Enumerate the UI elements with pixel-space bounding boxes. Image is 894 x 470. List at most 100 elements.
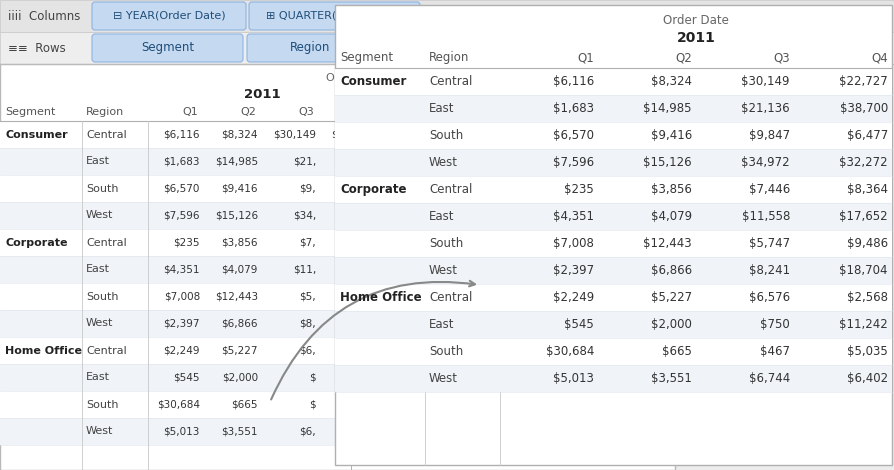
Text: South: South xyxy=(429,129,463,142)
Text: $4,351: $4,351 xyxy=(164,265,200,274)
Text: $2,397: $2,397 xyxy=(164,319,200,329)
FancyBboxPatch shape xyxy=(0,418,675,445)
Text: $18,704: $18,704 xyxy=(839,264,888,277)
Text: Corporate: Corporate xyxy=(340,183,407,196)
Text: $17,652: $17,652 xyxy=(839,210,888,223)
Text: Home Office: Home Office xyxy=(340,291,422,304)
FancyBboxPatch shape xyxy=(335,338,892,365)
Text: East: East xyxy=(429,210,454,223)
Text: $14,985: $14,985 xyxy=(644,102,692,115)
Text: West: West xyxy=(86,426,114,437)
FancyBboxPatch shape xyxy=(249,2,420,30)
Text: South: South xyxy=(429,237,463,250)
FancyBboxPatch shape xyxy=(335,149,892,176)
Text: $9,416: $9,416 xyxy=(651,129,692,142)
Text: $21,: $21, xyxy=(292,157,316,166)
Text: Q4: Q4 xyxy=(872,52,888,64)
Text: 2012: 2012 xyxy=(482,87,519,101)
Text: $6,: $6, xyxy=(299,345,316,355)
Text: Region: Region xyxy=(290,41,330,55)
Text: Order Date: Order Date xyxy=(663,14,729,26)
Text: ≡≡  Rows: ≡≡ Rows xyxy=(8,41,66,55)
Text: $11,: $11, xyxy=(292,265,316,274)
Text: $2,000: $2,000 xyxy=(222,373,258,383)
Text: $5,: $5, xyxy=(299,291,316,301)
Text: $235: $235 xyxy=(564,183,594,196)
Text: $: $ xyxy=(309,373,316,383)
FancyBboxPatch shape xyxy=(0,283,675,310)
Text: $30,684: $30,684 xyxy=(545,345,594,358)
Text: $6,866: $6,866 xyxy=(222,319,258,329)
Text: Segment: Segment xyxy=(5,107,55,117)
Text: $665: $665 xyxy=(232,400,258,409)
Text: $545: $545 xyxy=(173,373,200,383)
Text: Q3: Q3 xyxy=(299,107,314,117)
Text: $2,568: $2,568 xyxy=(847,291,888,304)
Text: Q1: Q1 xyxy=(182,107,198,117)
Text: $1,683: $1,683 xyxy=(553,102,594,115)
Text: 2011: 2011 xyxy=(244,87,281,101)
Text: Home Office: Home Office xyxy=(5,345,82,355)
Text: $30,684: $30,684 xyxy=(157,400,200,409)
Text: West: West xyxy=(429,372,458,385)
FancyBboxPatch shape xyxy=(0,64,675,470)
Text: $14,619: $14,619 xyxy=(575,130,618,140)
FancyBboxPatch shape xyxy=(0,364,675,391)
Text: $3,856: $3,856 xyxy=(651,183,692,196)
Text: $2,249: $2,249 xyxy=(164,345,200,355)
FancyBboxPatch shape xyxy=(335,68,892,95)
Text: ⊟ YEAR(Order Date): ⊟ YEAR(Order Date) xyxy=(113,11,225,21)
Text: West: West xyxy=(429,264,458,277)
Text: $14,985: $14,985 xyxy=(215,157,258,166)
Text: $3,551: $3,551 xyxy=(651,372,692,385)
FancyBboxPatch shape xyxy=(335,284,892,311)
Text: $5,747: $5,747 xyxy=(749,237,790,250)
Text: $4,079: $4,079 xyxy=(222,265,258,274)
Text: $5,013: $5,013 xyxy=(553,372,594,385)
Text: $6,402: $6,402 xyxy=(847,372,888,385)
Text: Q2: Q2 xyxy=(240,107,256,117)
Text: $12,443: $12,443 xyxy=(644,237,692,250)
Text: $6,744: $6,744 xyxy=(749,372,790,385)
Text: $6,866: $6,866 xyxy=(651,264,692,277)
Text: $665: $665 xyxy=(662,345,692,358)
Text: $7,008: $7,008 xyxy=(553,237,594,250)
Text: Central: Central xyxy=(86,345,127,355)
Text: $7,: $7, xyxy=(299,237,316,248)
Text: $6,116: $6,116 xyxy=(552,75,594,88)
Text: Segment: Segment xyxy=(141,41,194,55)
Text: $5,035: $5,035 xyxy=(848,345,888,358)
Text: 2011: 2011 xyxy=(677,31,715,45)
Text: $9,416: $9,416 xyxy=(222,183,258,194)
Text: Q2: Q2 xyxy=(675,52,692,64)
Text: West: West xyxy=(429,156,458,169)
FancyBboxPatch shape xyxy=(92,34,243,62)
FancyBboxPatch shape xyxy=(335,230,892,257)
Text: Corporate: Corporate xyxy=(5,237,68,248)
Text: Central: Central xyxy=(86,130,127,140)
FancyBboxPatch shape xyxy=(335,257,892,284)
FancyBboxPatch shape xyxy=(0,32,894,64)
Text: South: South xyxy=(86,400,119,409)
Text: $4,351: $4,351 xyxy=(553,210,594,223)
FancyBboxPatch shape xyxy=(0,391,675,418)
Text: $21,136: $21,136 xyxy=(741,102,790,115)
Text: Central: Central xyxy=(429,75,472,88)
Text: $2,397: $2,397 xyxy=(552,264,594,277)
Text: $545: $545 xyxy=(564,318,594,331)
Text: Central: Central xyxy=(429,183,472,196)
Text: $7,008: $7,008 xyxy=(164,291,200,301)
FancyBboxPatch shape xyxy=(335,176,892,203)
Text: $9,: $9, xyxy=(299,183,316,194)
Text: $6,477: $6,477 xyxy=(847,129,888,142)
FancyBboxPatch shape xyxy=(335,122,892,149)
FancyBboxPatch shape xyxy=(92,2,246,30)
Text: Q3: Q3 xyxy=(773,52,790,64)
FancyBboxPatch shape xyxy=(335,5,892,465)
Text: $6,759: $6,759 xyxy=(395,130,432,140)
FancyBboxPatch shape xyxy=(0,229,675,256)
Text: ⊞ QUARTER(Order Date): ⊞ QUARTER(Order Date) xyxy=(266,11,403,21)
Text: South: South xyxy=(86,183,119,194)
Text: Q4: Q4 xyxy=(356,107,372,117)
Text: Central: Central xyxy=(86,237,127,248)
